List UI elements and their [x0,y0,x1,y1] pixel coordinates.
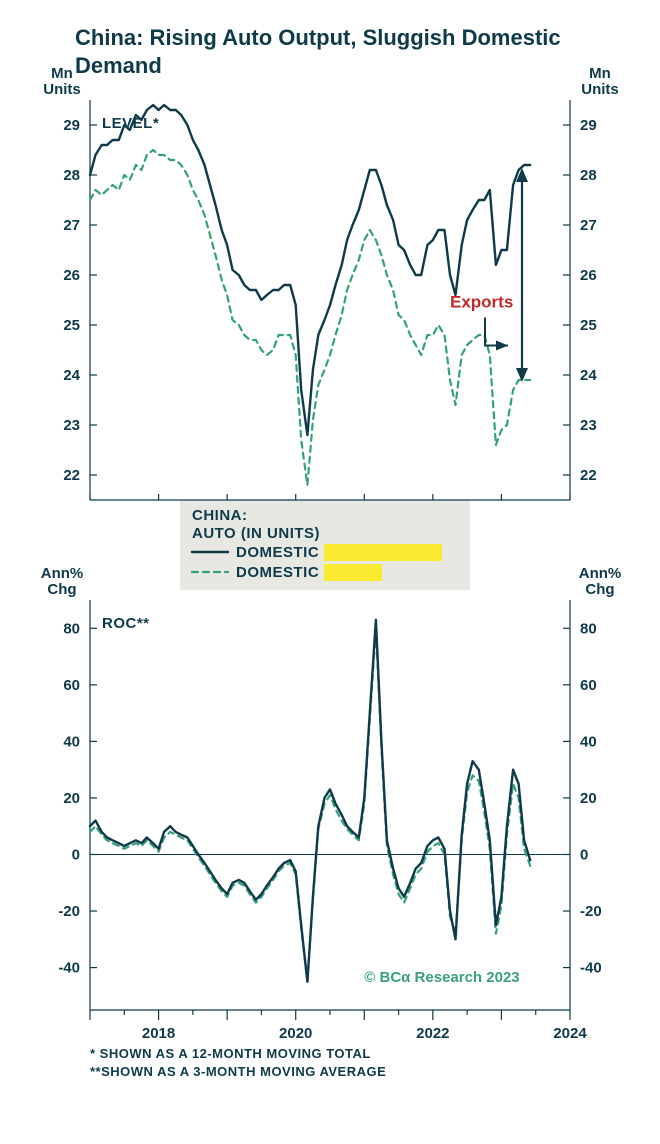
chart-svg: 22222323242425252626272728282929MnUnitsM… [0,0,660,1144]
svg-text:25: 25 [63,317,80,334]
svg-text:40: 40 [63,733,80,750]
footnote-2: **SHOWN AS A 3-MONTH MOVING AVERAGE [90,1064,386,1079]
svg-text:AUTO (IN UNITS): AUTO (IN UNITS) [192,525,320,542]
svg-text:Ann%: Ann% [579,565,622,582]
svg-text:0: 0 [72,846,80,863]
footnote-1: * SHOWN AS A 12-MONTH MOVING TOTAL [90,1046,371,1061]
svg-text:29: 29 [580,117,597,134]
svg-text:-20: -20 [580,903,602,920]
svg-text:2022: 2022 [416,1025,449,1042]
svg-text:28: 28 [63,167,80,184]
svg-text:27: 27 [580,217,597,234]
svg-text:Ann%: Ann% [41,565,84,582]
copyright: © BCα Research 2023 [364,969,519,986]
svg-text:23: 23 [63,417,80,434]
svg-text:CHINA:: CHINA: [192,507,248,524]
svg-text:27: 27 [63,217,80,234]
svg-text:Chg: Chg [47,581,76,598]
svg-text:23: 23 [580,417,597,434]
svg-text:24: 24 [580,367,597,384]
svg-text:2018: 2018 [142,1025,175,1042]
svg-text:Units: Units [43,81,81,98]
svg-text:20: 20 [580,790,597,807]
svg-text:24: 24 [63,367,80,384]
svg-text:-40: -40 [58,960,80,977]
svg-text:60: 60 [63,677,80,694]
svg-text:Units: Units [581,81,619,98]
svg-text:80: 80 [580,620,597,637]
svg-text:26: 26 [63,267,80,284]
svg-text:80: 80 [63,620,80,637]
svg-text:-20: -20 [58,903,80,920]
svg-text:Chg: Chg [585,581,614,598]
svg-text:40: 40 [580,733,597,750]
svg-text:Mn: Mn [589,65,611,82]
svg-text:22: 22 [580,467,597,484]
svg-text:Mn: Mn [51,65,73,82]
svg-text:25: 25 [580,317,597,334]
svg-text:60: 60 [580,677,597,694]
svg-text:0: 0 [580,846,588,863]
svg-text:26: 26 [580,267,597,284]
svg-text:20: 20 [63,790,80,807]
svg-text:22: 22 [63,467,80,484]
svg-text:2024: 2024 [553,1025,587,1042]
svg-text:-40: -40 [580,960,602,977]
svg-text:2020: 2020 [279,1025,312,1042]
svg-text:28: 28 [580,167,597,184]
exports-label: Exports [450,293,513,312]
svg-text:29: 29 [63,117,80,134]
svg-text:ROC**: ROC** [102,615,150,632]
